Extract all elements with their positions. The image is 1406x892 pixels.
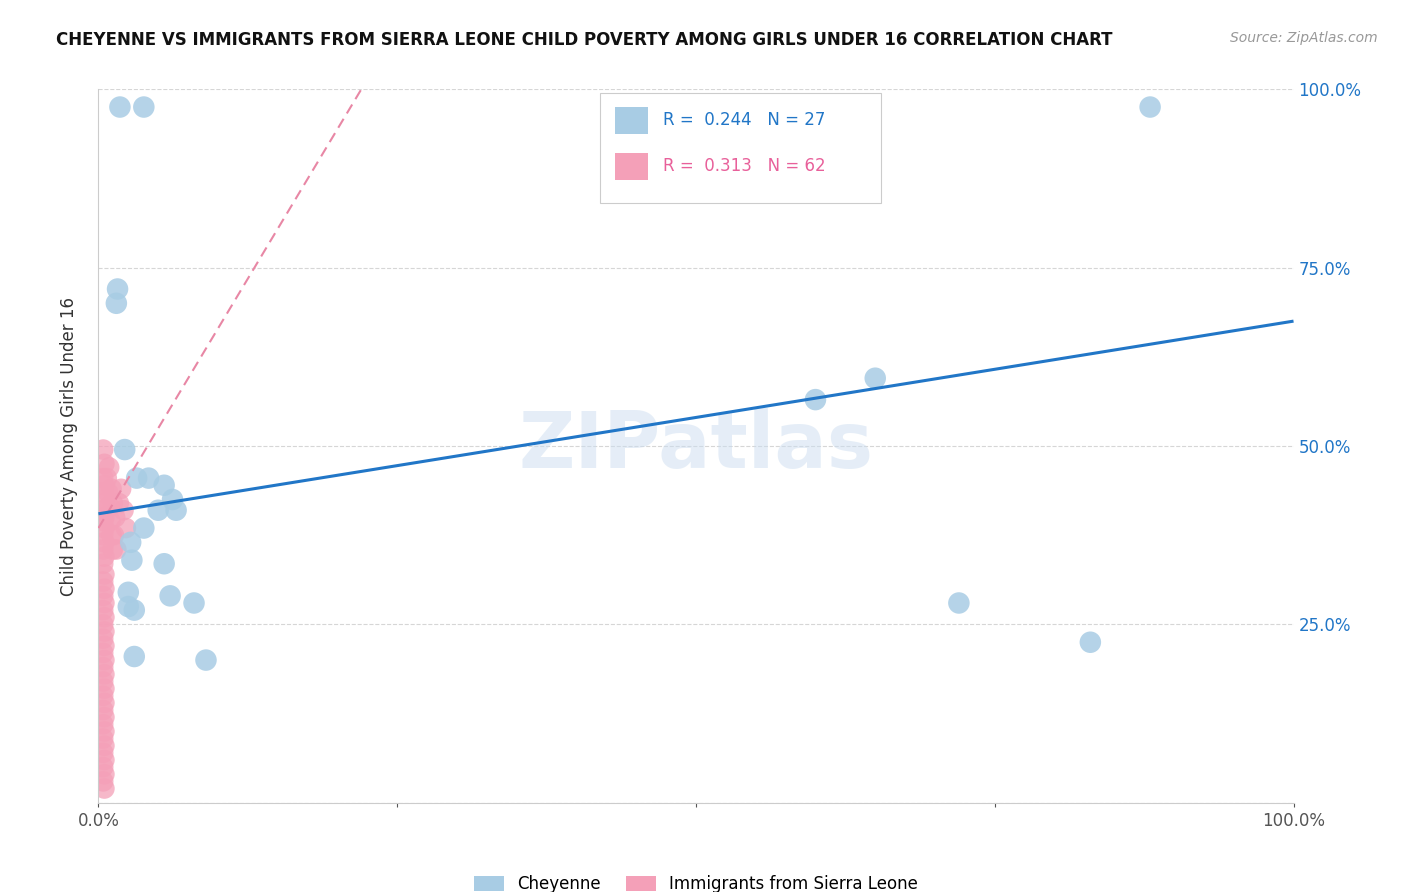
Point [110,482,132,496]
Point [93,510,115,524]
Point [93,624,115,639]
Text: R =  0.244   N = 27: R = 0.244 N = 27 [662,111,825,128]
Point [91,471,114,485]
Point [91,617,114,632]
Point [101,542,124,557]
Point [124,603,146,617]
Point [93,739,115,753]
Point [93,549,115,564]
Point [93,610,115,624]
Point [93,696,115,710]
Point [132,521,155,535]
Point [159,589,181,603]
Point [117,585,139,599]
Point [93,767,115,781]
Point [148,503,170,517]
Point [93,681,115,696]
Point [105,542,128,557]
Point [121,553,143,567]
Point [93,535,115,549]
Point [97,485,120,500]
Point [93,667,115,681]
Point [93,753,115,767]
Point [93,639,115,653]
Point [91,528,114,542]
Point [153,478,176,492]
Point [91,603,114,617]
Point [120,535,142,549]
Point [93,457,115,471]
Point [91,731,114,746]
Point [138,471,160,485]
Point [91,774,114,789]
Point [948,596,970,610]
Point [863,371,887,385]
Point [98,514,122,528]
Point [103,528,125,542]
FancyBboxPatch shape [614,153,648,180]
Point [162,492,184,507]
Point [98,460,121,475]
Point [104,510,127,524]
Point [107,496,129,510]
Point [101,496,124,510]
Point [93,710,115,724]
Point [114,442,136,457]
Point [91,442,114,457]
FancyBboxPatch shape [600,93,882,203]
Point [91,689,114,703]
Point [91,760,114,774]
Point [93,521,115,535]
Text: R =  0.313   N = 62: R = 0.313 N = 62 [662,157,825,175]
Point [91,485,114,500]
Point [1080,635,1102,649]
Point [93,596,115,610]
Point [107,282,129,296]
Point [124,649,146,664]
Point [100,528,122,542]
Point [93,582,115,596]
Point [91,703,114,717]
Point [93,496,115,510]
Point [91,674,114,689]
Point [93,478,115,492]
Point [105,296,128,310]
Point [98,500,121,514]
Point [91,717,114,731]
Point [117,599,139,614]
Point [91,503,114,517]
Point [132,100,155,114]
Point [91,574,114,589]
Point [115,521,138,535]
Point [165,503,187,517]
Point [91,589,114,603]
Point [93,567,115,582]
Point [96,471,118,485]
Point [93,781,115,796]
Point [93,653,115,667]
Point [91,632,114,646]
Point [91,660,114,674]
Point [91,542,114,557]
Point [100,482,122,496]
Point [194,653,218,667]
Point [125,471,148,485]
Point [93,724,115,739]
Point [1139,100,1161,114]
Legend: Cheyenne, Immigrants from Sierra Leone: Cheyenne, Immigrants from Sierra Leone [474,875,918,892]
Text: CHEYENNE VS IMMIGRANTS FROM SIERRA LEONE CHILD POVERTY AMONG GIRLS UNDER 16 CORR: CHEYENNE VS IMMIGRANTS FROM SIERRA LEONE… [56,31,1112,49]
Y-axis label: Child Poverty Among Girls Under 16: Child Poverty Among Girls Under 16 [59,296,77,596]
Point [91,514,114,528]
Point [91,557,114,571]
Point [112,503,135,517]
Text: ZIPatlas: ZIPatlas [519,408,873,484]
Point [804,392,827,407]
FancyBboxPatch shape [614,107,648,134]
Point [183,596,205,610]
Point [108,100,131,114]
Text: Source: ZipAtlas.com: Source: ZipAtlas.com [1230,31,1378,45]
Point [91,646,114,660]
Point [91,746,114,760]
Point [153,557,176,571]
